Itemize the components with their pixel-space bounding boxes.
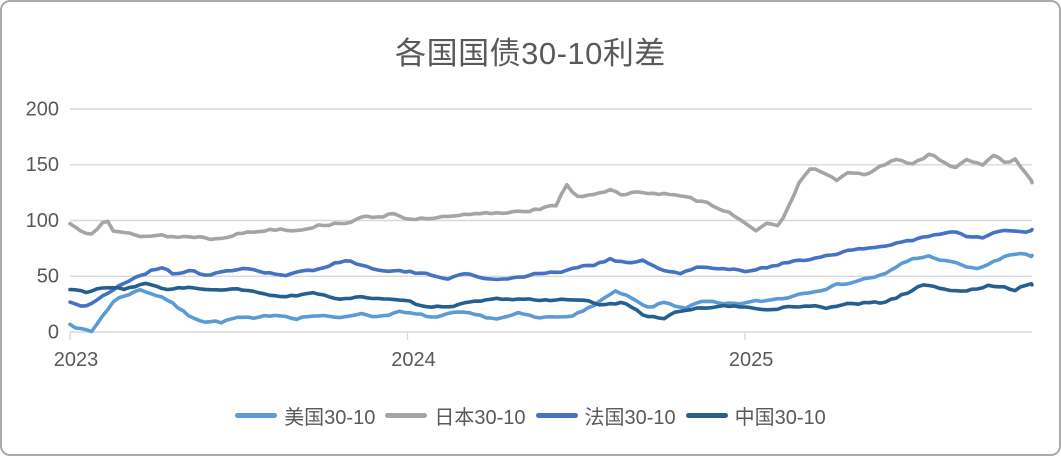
legend-item-france: 法国30-10 xyxy=(535,401,676,430)
series-line-3 xyxy=(68,281,1034,321)
series-line-0 xyxy=(68,251,1034,334)
series-line-1 xyxy=(68,152,1034,242)
chart-legend: 美国30-10 日本30-10 法国30-10 中国30-10 xyxy=(2,401,1059,430)
y-axis-label: 50 xyxy=(37,266,59,288)
legend-label-france: 法国30-10 xyxy=(584,407,676,429)
legend-label-japan: 日本30-10 xyxy=(434,407,526,429)
legend-swatch-france-icon xyxy=(535,413,578,418)
legend-label-us: 美国30-10 xyxy=(284,407,376,429)
legend-swatch-us-icon xyxy=(235,413,278,418)
x-axis-label: 2024 xyxy=(391,349,436,371)
x-axis-label: 2025 xyxy=(729,349,774,371)
y-axis-label: 150 xyxy=(26,154,59,176)
x-axis-label: 2023 xyxy=(54,349,99,371)
legend-label-china: 中国30-10 xyxy=(734,407,826,429)
legend-swatch-japan-icon xyxy=(385,413,428,418)
chart-title: 各国国债30-10利差 xyxy=(395,36,666,71)
legend-item-us: 美国30-10 xyxy=(235,401,375,430)
y-axis-label: 0 xyxy=(48,321,59,343)
y-axis-label: 100 xyxy=(26,210,59,232)
legend-item-japan: 日本30-10 xyxy=(385,401,526,430)
legend-item-china: 中国30-10 xyxy=(685,401,826,430)
legend-swatch-china-icon xyxy=(685,413,728,418)
series-line-2 xyxy=(68,227,1034,308)
y-axis-label: 200 xyxy=(26,98,59,120)
